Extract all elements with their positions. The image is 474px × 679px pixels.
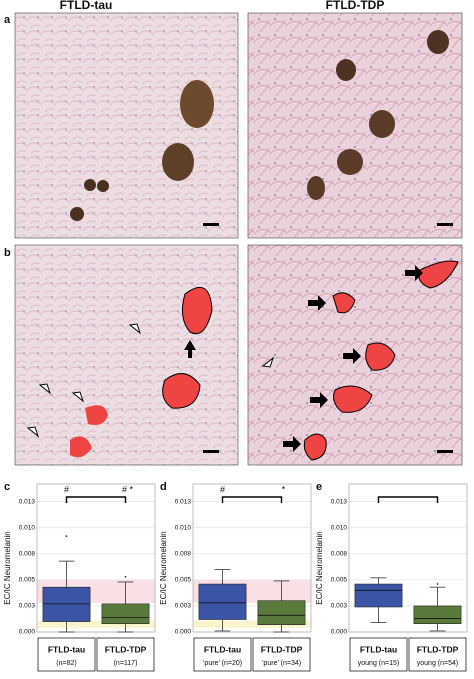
y-axis-label: EC/IC Neuromelanin	[315, 531, 324, 604]
x-tick-label: FTLD-TDP	[261, 644, 303, 654]
y-tick-label: 0.005	[19, 577, 36, 584]
reference-band	[193, 620, 311, 628]
y-tick-label: 0.003	[331, 603, 348, 610]
category-box	[37, 637, 96, 672]
y-tick-label: 0.013	[175, 498, 192, 505]
micrograph	[247, 244, 463, 466]
outlier	[436, 583, 439, 585]
category-box	[252, 637, 311, 672]
y-tick-label: 0.000	[19, 629, 36, 636]
y-tick-label: 0.008	[331, 551, 348, 558]
significance-bracket	[377, 496, 439, 503]
y-tick-label: 0.005	[175, 577, 192, 584]
annotation: # *	[122, 484, 134, 494]
x-tick-label: FTLD-tau	[360, 644, 397, 654]
y-axis-label: EC/IC Neuromelanin	[3, 531, 12, 604]
y-tick-label: 0.013	[19, 498, 36, 505]
x-tick-label: FTLD-TDP	[417, 644, 459, 654]
x-tick-sublabel: young (n=15)	[358, 660, 399, 667]
plot-frame	[348, 483, 468, 633]
y-tick-label: 0.005	[331, 577, 348, 584]
box	[42, 586, 91, 622]
micrograph	[14, 244, 239, 466]
x-tick-sublabel: young (n=54)	[417, 660, 458, 667]
annotation: #	[220, 484, 225, 494]
micrograph	[247, 12, 463, 239]
category-box	[193, 637, 252, 672]
box	[257, 600, 306, 626]
category-box	[349, 637, 408, 672]
x-tick-label: FTLD-tau	[48, 644, 85, 654]
box	[198, 583, 247, 620]
column-header: FTLD-tau	[60, 0, 113, 12]
category-box	[96, 637, 155, 672]
plot-frame	[36, 483, 156, 633]
box	[101, 603, 150, 624]
significance-bracket	[65, 496, 127, 503]
panel-label: b	[4, 247, 11, 259]
outlier	[65, 535, 68, 538]
y-tick-label: 0.000	[331, 629, 348, 636]
reference-band	[37, 620, 155, 628]
y-tick-label: 0.013	[331, 498, 348, 505]
y-tick-label: 0.003	[19, 603, 36, 610]
annotation: *	[282, 484, 286, 494]
x-tick-sublabel: (n=117)	[114, 660, 138, 667]
y-tick-label: 0.010	[19, 524, 36, 531]
panel-label: c	[4, 481, 10, 493]
y-tick-label: 0.010	[331, 524, 348, 531]
y-tick-label: 0.000	[175, 629, 192, 636]
x-tick-sublabel: (n=82)	[56, 660, 76, 667]
column-header: FTLD-TDP	[326, 0, 385, 12]
y-axis-label: EC/IC Neuromelanin	[159, 531, 168, 604]
y-tick-label: 0.008	[175, 551, 192, 558]
annotation: #	[64, 484, 69, 494]
y-tick-label: 0.003	[175, 603, 192, 610]
panel-label: a	[4, 14, 11, 26]
panel-label: e	[316, 481, 322, 493]
x-tick-sublabel: ‘pure’ (n=20)	[203, 660, 242, 667]
box	[413, 605, 462, 624]
category-box	[408, 637, 467, 672]
outlier	[124, 575, 127, 578]
micrograph	[14, 12, 239, 239]
plot-frame	[192, 483, 312, 633]
x-tick-sublabel: ‘pure’ (n=34)	[262, 660, 301, 667]
significance-bracket	[221, 496, 283, 503]
y-tick-label: 0.010	[175, 524, 192, 531]
panel-label: d	[160, 481, 167, 493]
box	[354, 583, 403, 608]
x-tick-label: FTLD-TDP	[105, 644, 147, 654]
x-tick-label: FTLD-tau	[204, 644, 241, 654]
y-tick-label: 0.008	[19, 551, 36, 558]
